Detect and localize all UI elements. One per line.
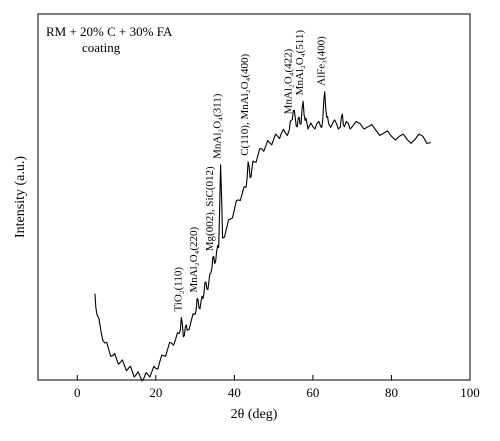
x-axis-label: 2θ (deg) <box>231 407 278 422</box>
peak-label: MnAl₂O₄(311) <box>212 93 224 159</box>
x-tick-label: 40 <box>228 385 241 400</box>
y-axis-label: Intensity (a.u.) <box>13 156 28 238</box>
x-tick-label: 60 <box>306 385 319 400</box>
peak-label: MnAl₂O₄(511) <box>294 30 306 96</box>
peak-label: Mg(002), SiC(012) <box>204 166 216 251</box>
legend-box <box>41 17 189 63</box>
x-tick-label: 20 <box>149 385 162 400</box>
legend-line-1: RM + 20% C + 30% FA <box>46 24 173 39</box>
x-tick-label: 80 <box>385 385 398 400</box>
peak-labels: TiO₂(110) MnAl₂O₄(220) Mg(002), SiC(012) Mn… <box>172 30 327 312</box>
legend-line-2: coating <box>82 40 121 55</box>
xrd-pattern-line <box>94 91 431 382</box>
peak-label: MnAl₂O₄(220) <box>188 226 200 292</box>
x-tick-label: 0 <box>74 385 81 400</box>
plot-frame <box>37 13 471 381</box>
peak-label: AlFe₃(400) <box>316 36 328 86</box>
peak-label: TiO₂(110) <box>172 267 184 312</box>
x-axis-ticks: 0 20 40 60 80 100 <box>74 375 480 400</box>
x-tick-label: 100 <box>460 385 480 400</box>
peak-label: C(110), MnAl₂O₄(400) <box>239 53 251 155</box>
peak-label: MnAl₂O₄(422) <box>282 48 294 114</box>
